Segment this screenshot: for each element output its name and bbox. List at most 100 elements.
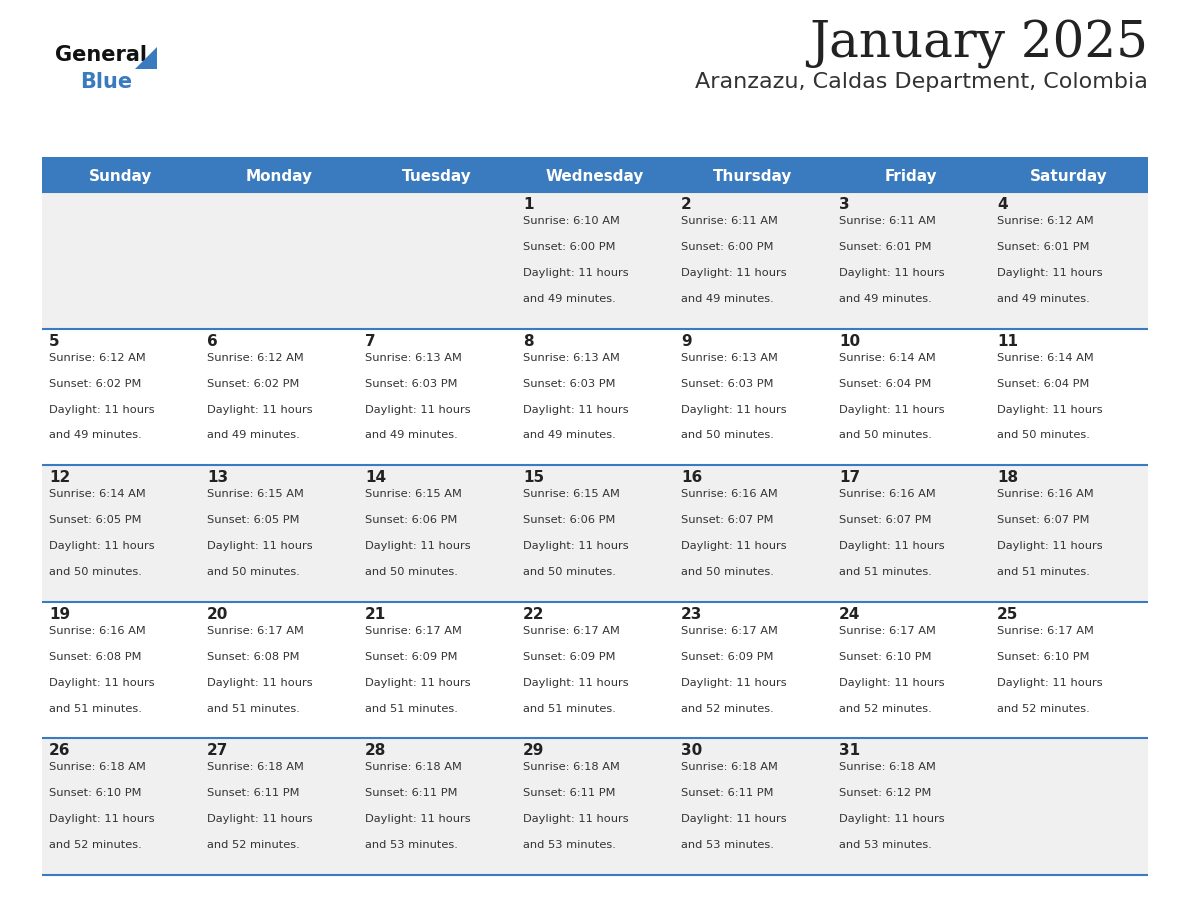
Text: Daylight: 11 hours: Daylight: 11 hours [49,405,154,415]
Text: and 50 minutes.: and 50 minutes. [365,567,457,577]
Text: Daylight: 11 hours: Daylight: 11 hours [523,268,628,278]
Text: Daylight: 11 hours: Daylight: 11 hours [207,405,312,415]
Text: Daylight: 11 hours: Daylight: 11 hours [681,677,786,688]
Text: and 50 minutes.: and 50 minutes. [523,567,615,577]
Text: Sunset: 6:05 PM: Sunset: 6:05 PM [49,515,141,525]
Text: and 52 minutes.: and 52 minutes. [49,840,141,850]
Text: and 51 minutes.: and 51 minutes. [365,704,457,713]
Text: 10: 10 [839,333,860,349]
Text: Daylight: 11 hours: Daylight: 11 hours [839,405,944,415]
Text: Sunset: 6:11 PM: Sunset: 6:11 PM [207,789,299,799]
Text: Sunrise: 6:12 AM: Sunrise: 6:12 AM [207,353,304,363]
Text: General: General [55,45,147,65]
Text: Sunrise: 6:18 AM: Sunrise: 6:18 AM [681,763,778,772]
Text: and 51 minutes.: and 51 minutes. [839,567,931,577]
Text: Sunset: 6:01 PM: Sunset: 6:01 PM [997,242,1089,252]
Text: Sunset: 6:00 PM: Sunset: 6:00 PM [681,242,773,252]
Text: 2: 2 [681,197,691,212]
Text: and 49 minutes.: and 49 minutes. [523,294,615,304]
Text: and 50 minutes.: and 50 minutes. [49,567,141,577]
Text: 12: 12 [49,470,70,486]
Text: Sunrise: 6:11 AM: Sunrise: 6:11 AM [839,216,936,226]
Text: Sunrise: 6:12 AM: Sunrise: 6:12 AM [997,216,1094,226]
Text: Daylight: 11 hours: Daylight: 11 hours [207,677,312,688]
Text: Daylight: 11 hours: Daylight: 11 hours [997,541,1102,551]
Text: Sunset: 6:09 PM: Sunset: 6:09 PM [365,652,457,662]
Text: Daylight: 11 hours: Daylight: 11 hours [365,677,470,688]
Text: Sunset: 6:02 PM: Sunset: 6:02 PM [207,378,299,388]
Text: 31: 31 [839,744,860,758]
Text: Daylight: 11 hours: Daylight: 11 hours [365,405,470,415]
Text: Daylight: 11 hours: Daylight: 11 hours [839,541,944,551]
Text: 11: 11 [997,333,1018,349]
Text: Daylight: 11 hours: Daylight: 11 hours [365,814,470,824]
Text: 17: 17 [839,470,860,486]
Text: Sunset: 6:10 PM: Sunset: 6:10 PM [49,789,141,799]
Text: Thursday: Thursday [713,169,792,184]
Text: 20: 20 [207,607,228,621]
Text: 16: 16 [681,470,702,486]
Text: 7: 7 [365,333,375,349]
Bar [42,738,1148,875]
Text: Sunset: 6:02 PM: Sunset: 6:02 PM [49,378,141,388]
Text: Daylight: 11 hours: Daylight: 11 hours [681,268,786,278]
Text: Daylight: 11 hours: Daylight: 11 hours [523,677,628,688]
Text: Sunrise: 6:16 AM: Sunrise: 6:16 AM [49,626,146,636]
Text: and 49 minutes.: and 49 minutes. [207,431,299,441]
Bar [42,192,1148,329]
Text: Sunset: 6:12 PM: Sunset: 6:12 PM [839,789,931,799]
Text: Daylight: 11 hours: Daylight: 11 hours [997,268,1102,278]
Text: Sunrise: 6:18 AM: Sunrise: 6:18 AM [523,763,620,772]
Text: Sunset: 6:07 PM: Sunset: 6:07 PM [681,515,773,525]
Text: Daylight: 11 hours: Daylight: 11 hours [49,677,154,688]
Text: 14: 14 [365,470,386,486]
Text: Sunrise: 6:13 AM: Sunrise: 6:13 AM [523,353,620,363]
Text: and 49 minutes.: and 49 minutes. [49,431,141,441]
Text: and 49 minutes.: and 49 minutes. [681,294,773,304]
Text: 21: 21 [365,607,386,621]
Text: and 53 minutes.: and 53 minutes. [365,840,457,850]
Text: Sunset: 6:06 PM: Sunset: 6:06 PM [523,515,615,525]
Text: and 52 minutes.: and 52 minutes. [839,704,931,713]
Text: Sunset: 6:08 PM: Sunset: 6:08 PM [207,652,299,662]
Text: 13: 13 [207,470,228,486]
Text: 23: 23 [681,607,702,621]
Text: Sunset: 6:03 PM: Sunset: 6:03 PM [681,378,773,388]
Text: Sunset: 6:00 PM: Sunset: 6:00 PM [523,242,615,252]
Text: Daylight: 11 hours: Daylight: 11 hours [207,541,312,551]
Text: Sunrise: 6:12 AM: Sunrise: 6:12 AM [49,353,146,363]
Polygon shape [135,47,157,69]
Text: and 52 minutes.: and 52 minutes. [681,704,773,713]
Text: Sunrise: 6:16 AM: Sunrise: 6:16 AM [839,489,936,499]
Text: Sunset: 6:07 PM: Sunset: 6:07 PM [839,515,931,525]
Text: Sunrise: 6:18 AM: Sunrise: 6:18 AM [207,763,304,772]
Text: and 53 minutes.: and 53 minutes. [523,840,615,850]
Text: and 50 minutes.: and 50 minutes. [681,431,773,441]
Text: and 51 minutes.: and 51 minutes. [523,704,615,713]
Text: 3: 3 [839,197,849,212]
Text: Sunrise: 6:10 AM: Sunrise: 6:10 AM [523,216,620,226]
Text: Sunset: 6:03 PM: Sunset: 6:03 PM [365,378,457,388]
Text: Sunset: 6:03 PM: Sunset: 6:03 PM [523,378,615,388]
Text: Sunrise: 6:11 AM: Sunrise: 6:11 AM [681,216,778,226]
Bar [42,329,1148,465]
Text: Sunrise: 6:15 AM: Sunrise: 6:15 AM [523,489,620,499]
Text: and 51 minutes.: and 51 minutes. [997,567,1089,577]
Text: Daylight: 11 hours: Daylight: 11 hours [365,541,470,551]
Text: Sunset: 6:11 PM: Sunset: 6:11 PM [681,789,773,799]
Text: Sunset: 6:04 PM: Sunset: 6:04 PM [839,378,931,388]
Text: Sunday: Sunday [89,169,153,184]
Text: 29: 29 [523,744,544,758]
Text: Sunrise: 6:17 AM: Sunrise: 6:17 AM [839,626,936,636]
Text: Sunrise: 6:17 AM: Sunrise: 6:17 AM [207,626,304,636]
Text: Daylight: 11 hours: Daylight: 11 hours [49,541,154,551]
Text: and 50 minutes.: and 50 minutes. [207,567,299,577]
Text: Sunset: 6:10 PM: Sunset: 6:10 PM [839,652,931,662]
Bar [42,465,1148,602]
Text: Sunrise: 6:14 AM: Sunrise: 6:14 AM [839,353,936,363]
Text: 26: 26 [49,744,70,758]
Text: Sunrise: 6:18 AM: Sunrise: 6:18 AM [365,763,462,772]
Text: Sunrise: 6:18 AM: Sunrise: 6:18 AM [839,763,936,772]
Text: Sunset: 6:01 PM: Sunset: 6:01 PM [839,242,931,252]
Text: Daylight: 11 hours: Daylight: 11 hours [681,405,786,415]
